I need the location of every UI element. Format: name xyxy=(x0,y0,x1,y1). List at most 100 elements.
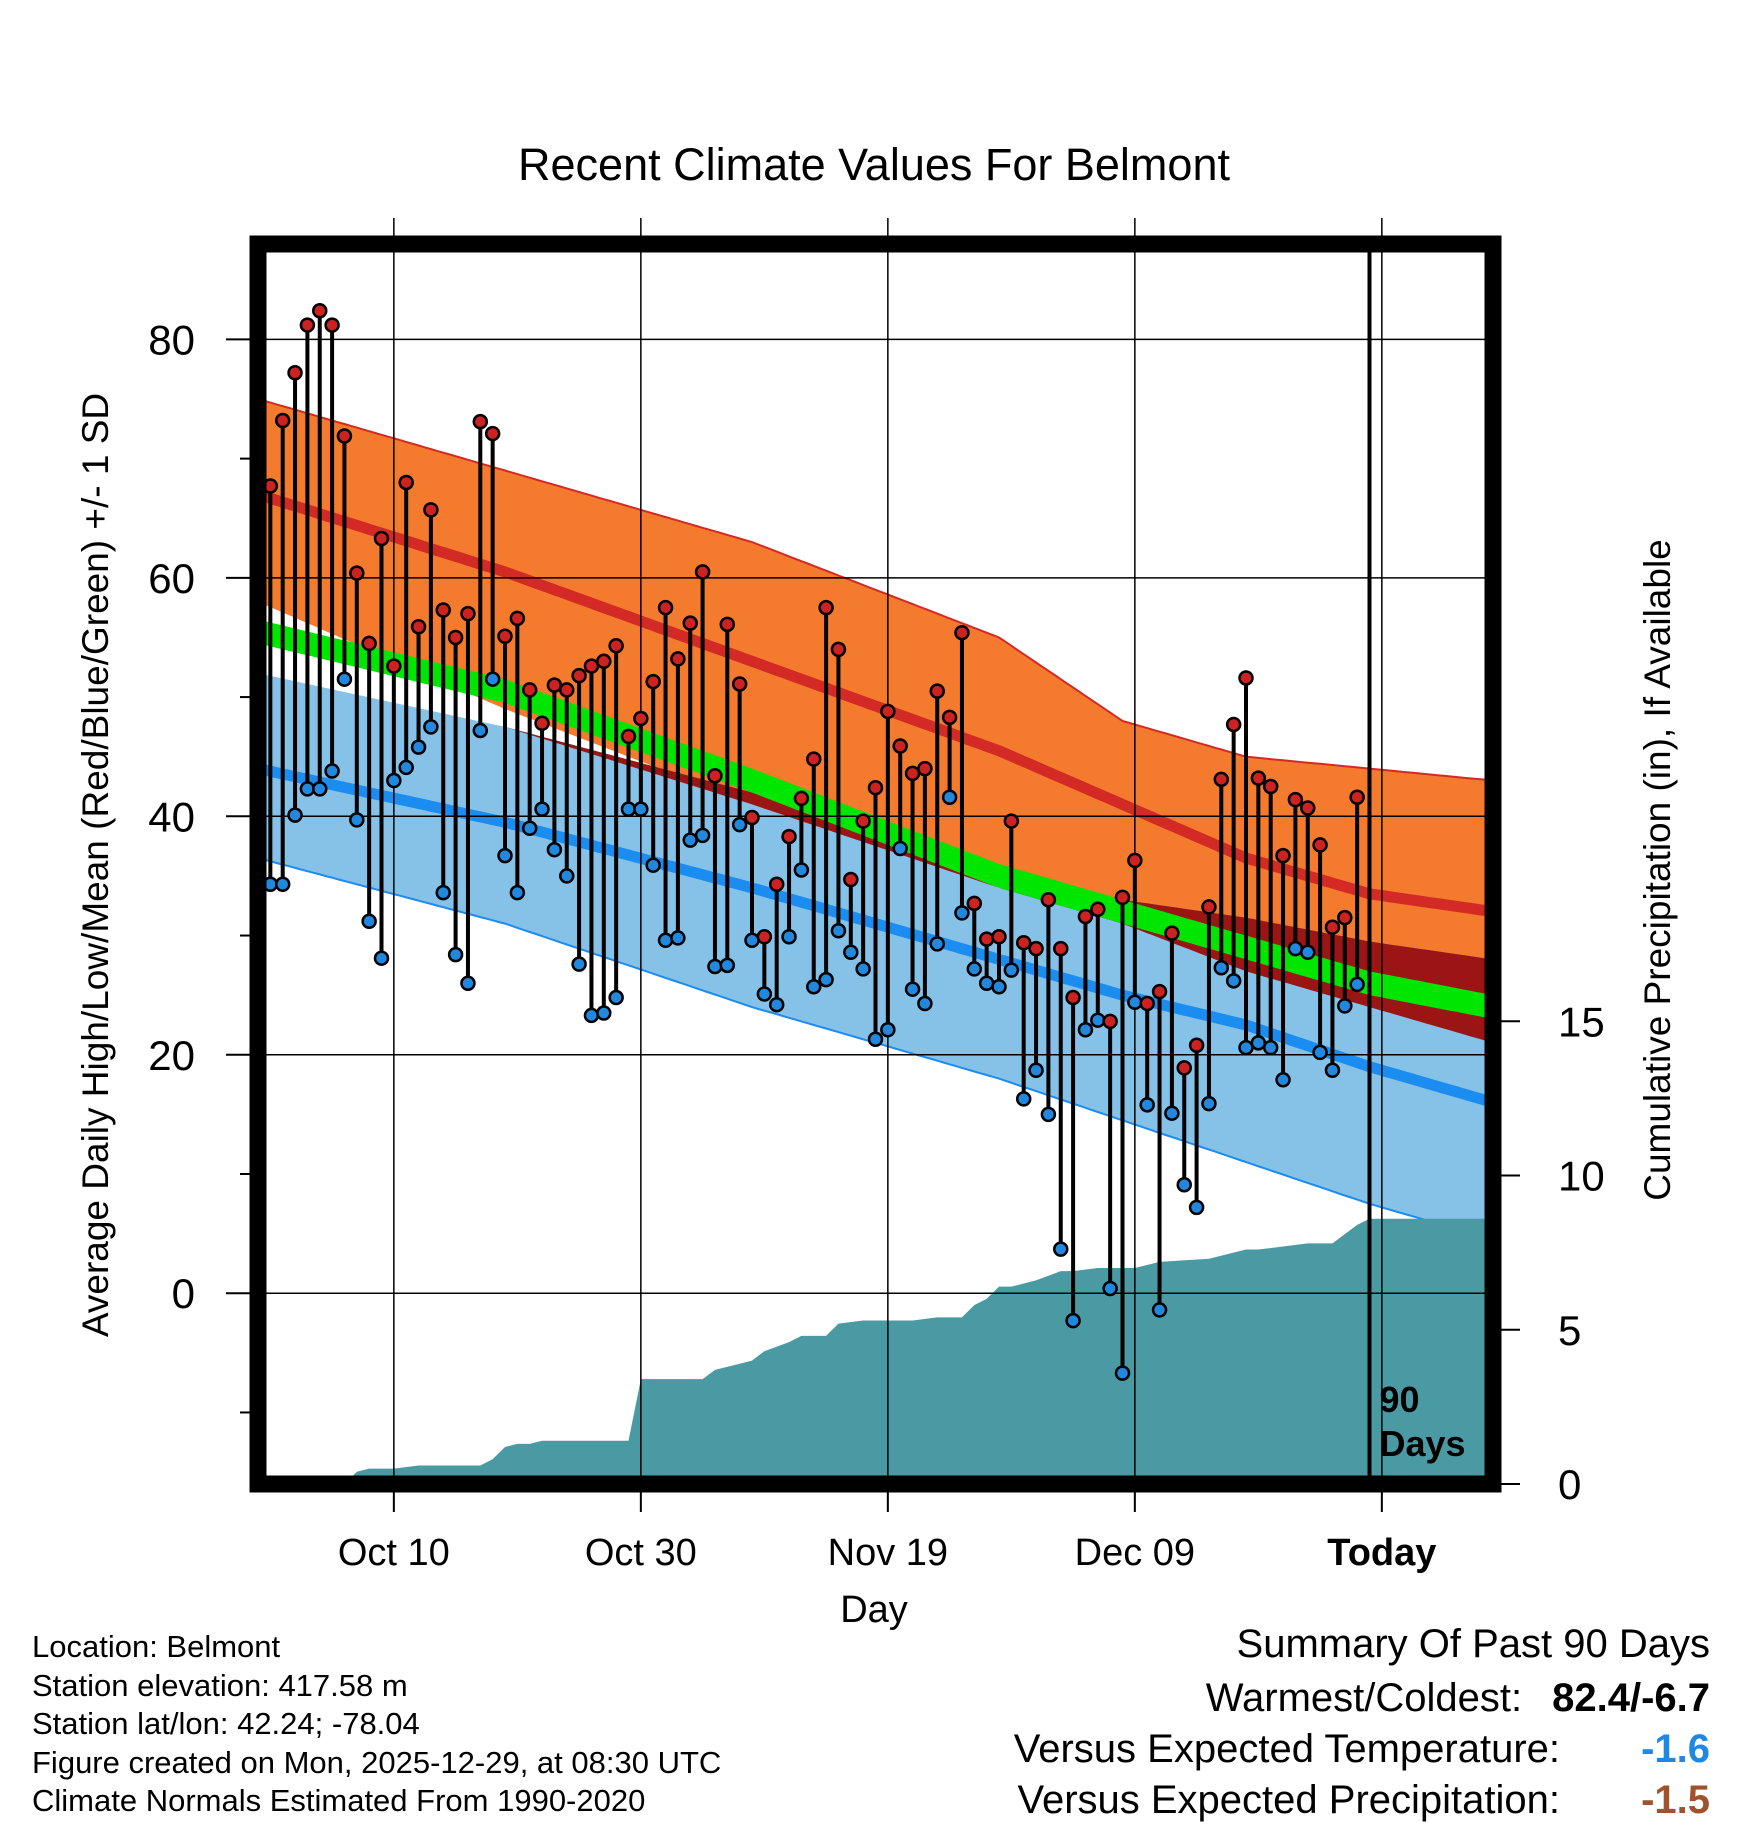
high-point xyxy=(336,428,353,444)
high-point xyxy=(843,871,859,888)
high-point xyxy=(917,760,933,777)
high-point xyxy=(1176,1060,1192,1076)
x-tick-label: Today xyxy=(1327,1532,1436,1574)
low-point xyxy=(941,789,958,805)
high-point xyxy=(904,765,921,782)
high-point xyxy=(373,530,390,547)
high-point xyxy=(1201,899,1217,915)
chart-title: Recent Climate Values For Belmont xyxy=(518,139,1230,190)
y-tick-label: 0 xyxy=(172,1270,195,1317)
created-text: Figure created on Mon, 2025-12-29, at 08… xyxy=(32,1744,722,1780)
low-point xyxy=(781,928,797,945)
low-point xyxy=(1139,1097,1155,1113)
low-point xyxy=(806,979,822,995)
low-point xyxy=(645,857,661,873)
x-axis-label: Day xyxy=(840,1589,908,1631)
high-point xyxy=(1164,925,1180,941)
low-point xyxy=(596,1005,612,1021)
low-point xyxy=(410,739,427,755)
high-point xyxy=(781,828,797,845)
low-point xyxy=(1324,1062,1341,1079)
plot-border xyxy=(249,235,1502,1493)
low-point xyxy=(287,807,303,823)
high-point xyxy=(349,565,365,581)
high-point xyxy=(497,628,513,645)
low-point xyxy=(1225,973,1242,989)
summary-panel: Summary Of Past 90 Days Warmest/Coldest:… xyxy=(1014,1622,1710,1826)
low-point xyxy=(1312,1044,1328,1061)
high-point xyxy=(361,635,377,652)
x-tick-label: Oct 30 xyxy=(585,1532,697,1574)
low-point xyxy=(398,759,414,776)
high-point xyxy=(596,653,612,670)
elevation-text: Station elevation: 417.58 m xyxy=(32,1667,408,1703)
high-point xyxy=(484,425,501,442)
low-point xyxy=(1349,976,1365,993)
low-point xyxy=(559,868,575,884)
high-point xyxy=(1040,892,1057,908)
low-point xyxy=(608,989,624,1006)
precip-row: Versus Expected Precipitation: -1.5 xyxy=(1014,1775,1710,1826)
high-point xyxy=(1090,901,1106,918)
low-point xyxy=(534,801,550,817)
high-point xyxy=(312,303,328,319)
high-point xyxy=(756,928,773,945)
low-point xyxy=(855,961,871,977)
high-point xyxy=(1127,852,1143,869)
temp-label: Versus Expected Temperature: xyxy=(1013,1727,1560,1771)
low-point xyxy=(991,979,1007,995)
plot-frame xyxy=(249,235,1502,1493)
high-point xyxy=(1065,989,1081,1006)
warm-cold-row: Warmest/Coldest: 82.4/-6.7 xyxy=(1014,1673,1710,1724)
station-info: Location: Belmont Station elevation: 417… xyxy=(32,1628,721,1821)
latlon-text: Station lat/lon: 42.24; -78.04 xyxy=(32,1706,420,1741)
today-marker: 90 Days xyxy=(1367,244,1466,1484)
high-point xyxy=(423,502,439,518)
low-point xyxy=(880,1021,896,1038)
low-point xyxy=(719,957,736,974)
y2-tick-label: 10 xyxy=(1558,1153,1605,1200)
precip-fill xyxy=(258,1218,1493,1484)
low-point xyxy=(299,781,316,797)
high-point xyxy=(830,641,847,658)
high-point xyxy=(818,599,834,616)
low-point xyxy=(1077,1021,1094,1038)
low-point xyxy=(521,820,538,836)
low-point xyxy=(1337,998,1353,1014)
high-point xyxy=(274,412,291,429)
high-point xyxy=(386,658,402,674)
high-point xyxy=(670,651,686,667)
low-point xyxy=(1053,1241,1069,1257)
low-point xyxy=(966,961,983,977)
high-point xyxy=(1312,837,1328,853)
high-point xyxy=(521,682,538,698)
y-tick-label: 60 xyxy=(148,555,195,602)
low-point xyxy=(1164,1105,1180,1121)
high-point xyxy=(941,709,958,726)
temp-value: -1.6 xyxy=(1641,1727,1710,1771)
high-sd-upper-line xyxy=(257,398,1494,782)
high-point xyxy=(991,928,1007,945)
y-tick-label: 40 xyxy=(148,793,195,840)
high-point xyxy=(1324,919,1341,935)
low-point xyxy=(1250,1035,1267,1051)
high-point xyxy=(657,599,674,616)
high-point xyxy=(645,673,661,690)
high-point xyxy=(571,667,587,684)
low-point xyxy=(1188,1199,1205,1216)
axes: 0 20 40 60 80 Oct 10 Oct 30 Nov 19 Dec 09 Today 0 5… xyxy=(148,316,1604,1574)
high-point xyxy=(1287,791,1304,808)
low-point xyxy=(1003,962,1020,978)
low-point xyxy=(867,1031,884,1048)
low-point xyxy=(336,671,353,687)
low-point xyxy=(670,930,686,946)
low-point xyxy=(484,671,501,687)
low-point xyxy=(620,801,637,817)
low-point xyxy=(1114,1365,1131,1381)
precip-area xyxy=(258,1218,1493,1484)
high-mean-line xyxy=(256,489,1494,918)
low-point xyxy=(793,862,810,878)
high-point xyxy=(1300,800,1316,816)
low-point xyxy=(324,763,340,779)
low-point xyxy=(1028,1062,1044,1079)
